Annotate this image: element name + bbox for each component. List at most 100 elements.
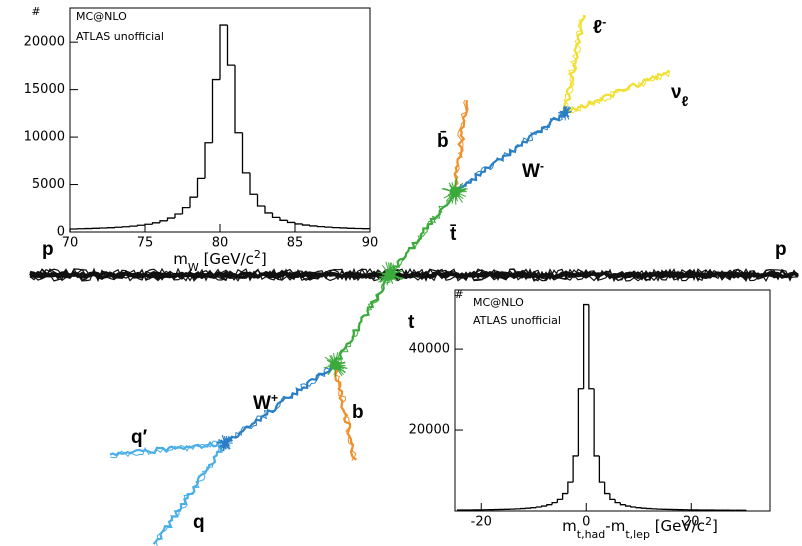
- track: [109, 440, 226, 457]
- histogram-bin: [279, 217, 288, 221]
- histograms: 0 5000 10000 15000 20000 70 75 80 85 90 # MC@NLO ATL…: [24, 5, 771, 541]
- histogram-bin: [211, 78, 220, 143]
- vertex: [384, 269, 396, 281]
- beam: [29, 267, 799, 283]
- x-axis-label-part: W: [188, 261, 199, 274]
- y-tick-label: 20000: [409, 423, 450, 438]
- histogram-bin: [603, 482, 610, 495]
- histogram-bin: [69, 228, 78, 232]
- x-tick-label: 85: [287, 236, 304, 251]
- particle-label-text: t: [408, 312, 415, 333]
- track: [454, 110, 564, 193]
- track: [564, 69, 671, 114]
- particle-label: q′: [131, 427, 148, 448]
- particle-label: ℓ-: [593, 15, 606, 38]
- particle-label-text: p: [775, 239, 787, 260]
- histogram-bin: [204, 142, 213, 179]
- histogram-bin: [129, 225, 138, 227]
- histogram-bin: [271, 212, 280, 219]
- track: [453, 99, 469, 193]
- histogram-bin: [598, 455, 605, 483]
- histogram-bin: [546, 504, 553, 507]
- x-axis-label-part: -m: [605, 517, 625, 535]
- histogram-bin: [619, 502, 626, 506]
- annotation: ATLAS unofficial: [473, 314, 561, 327]
- track: [454, 113, 567, 194]
- histogram-bin: [256, 194, 265, 207]
- track: [224, 364, 336, 446]
- histogram-bin: [588, 304, 595, 390]
- histogram-bin: [324, 226, 333, 228]
- x-axis-label: mW [GeV/c2]: [173, 248, 266, 274]
- histogram-bin: [582, 303, 589, 389]
- plot-frame: [454, 289, 771, 512]
- particle-label-text: p: [42, 239, 54, 260]
- histogram-bin: [567, 481, 574, 494]
- x-axis-label-part: t,had: [577, 528, 606, 541]
- vertex: [330, 360, 340, 370]
- y-tick-label: 10000: [24, 130, 65, 145]
- histogram-bin: [136, 224, 145, 227]
- histogram-bin: [593, 388, 600, 457]
- annotation: MC@NLO: [473, 296, 524, 309]
- particle-label: W+: [253, 391, 278, 414]
- x-tick-label: -20: [471, 515, 492, 530]
- y-tick-label: 15000: [24, 82, 65, 97]
- vertex: [221, 439, 229, 447]
- particle-label-text: q: [193, 512, 205, 533]
- vertex: [449, 186, 461, 198]
- annotation: MC@NLO: [76, 10, 127, 23]
- particle-label-text: W: [253, 393, 271, 414]
- histogram-bin: [174, 213, 183, 219]
- x-tick-label: 75: [137, 236, 154, 251]
- x-axis-label-part: 2: [254, 248, 261, 261]
- particle-label: b: [352, 402, 364, 423]
- histogram-bin: [316, 225, 325, 228]
- histogram-bin: [635, 506, 642, 509]
- histogram-bin: [189, 196, 198, 208]
- histogram-bin: [159, 220, 168, 223]
- x-axis-label-part: [GeV/c: [199, 250, 254, 268]
- particle-label: p: [775, 239, 787, 260]
- histogram-bin: [624, 504, 631, 507]
- histogram-bin: [196, 177, 205, 198]
- x-axis-label-part: [GeV/c: [650, 517, 705, 535]
- x-axis-label-part: ]: [712, 517, 718, 535]
- annotation: ATLAS unofficial: [76, 30, 164, 43]
- particle-label: p: [42, 239, 54, 260]
- histogram-bin: [630, 506, 637, 508]
- histogram-bin: [309, 225, 318, 227]
- particle-label: b̄: [437, 131, 449, 152]
- x-tick-label: 70: [62, 236, 79, 251]
- particle-label: νℓ: [671, 82, 689, 109]
- particle-label: W-: [522, 159, 544, 182]
- histogram-bin: [181, 206, 190, 214]
- y-tick-label: 5000: [32, 177, 65, 192]
- x-tick-label: 0: [582, 515, 590, 530]
- vertex: [561, 109, 569, 117]
- histogram-bin: [294, 222, 303, 225]
- track: [454, 99, 468, 193]
- particle-label-sup: -: [602, 15, 606, 29]
- histogram-bin: [144, 223, 153, 226]
- histogram-bin: [286, 220, 295, 224]
- track: [564, 70, 671, 114]
- track: [389, 191, 456, 277]
- y-tick-label: 40000: [409, 342, 450, 357]
- histogram-bin: [561, 492, 568, 500]
- x-tick-label: 80: [212, 236, 229, 251]
- x-tick-label: 90: [362, 236, 379, 251]
- histogram-bin: [151, 222, 160, 225]
- track: [224, 363, 336, 445]
- x-axis-label: mt,had-mt,lep [GeV/c2]: [562, 515, 718, 541]
- x-axis-label-part: 2: [705, 515, 712, 528]
- histogram-panel: 0 5000 10000 15000 20000 70 75 80 85 90 # MC@NLO ATL…: [24, 5, 379, 274]
- histogram-bin: [456, 509, 463, 511]
- track: [155, 442, 226, 546]
- particle-label-text: b: [352, 402, 364, 423]
- histogram-bin: [556, 498, 563, 503]
- histogram-bin: [166, 217, 175, 221]
- x-axis-label-part: t,lep: [625, 528, 650, 541]
- particle-label-text: q′: [131, 427, 148, 448]
